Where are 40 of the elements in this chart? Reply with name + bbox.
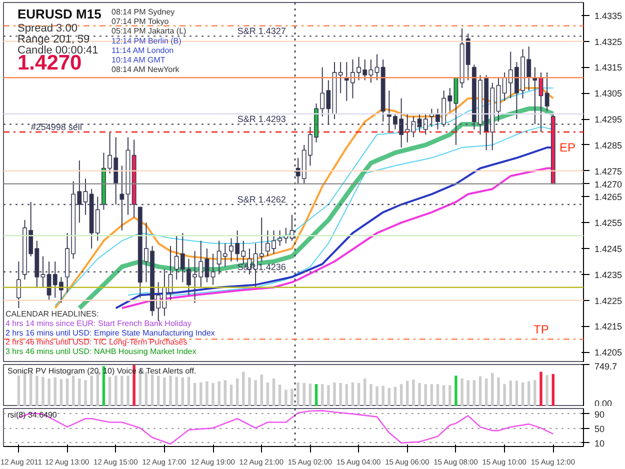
annotation: 08:14 PM Sydney (112, 8, 175, 16)
y-tick-label: 1.4295 (594, 114, 622, 125)
y-tick-label: 1.4325 (594, 36, 622, 47)
annotation: 2 hrs 16 mins until USD: Empire State Manufacturing Index (6, 328, 215, 338)
y-tick-label: 1.4215 (594, 322, 622, 332)
annotation: 07:14 PM Tokyo (112, 17, 170, 26)
y-tick-label: 1.4285 (594, 140, 622, 150)
y-tick-label: 90 (594, 409, 605, 420)
y-tick-label: 50 (594, 424, 605, 434)
annotation: 10:14 AM GMT (112, 56, 166, 64)
y-tick-label: 1.4335 (594, 10, 622, 21)
y-tick-label: 1.4245 (594, 244, 622, 254)
annotation: 2 hrs 46 mins until USD: TIC Long-Term Purchases (6, 338, 188, 347)
y-tick-label: 1.4265 (594, 192, 622, 202)
annotation: CALENDAR HEADLINES: (6, 310, 99, 318)
annotation: TP (534, 322, 549, 336)
annotation: 08:14 AM NewYork (112, 65, 180, 74)
ref-line-label: #254998 sell (30, 122, 82, 132)
y-tick-label: 749.7 (594, 362, 618, 372)
y-tick-label: 1.4235 (594, 270, 622, 280)
y-tick-label: 1.4275 (594, 166, 622, 176)
annotation: 3 hrs 46 mins until USD: NAHB Housing Market Index (6, 347, 196, 356)
annotation: 05:14 PM Jakarta (L) (112, 26, 187, 36)
y-tick-label: 1.4255 (594, 218, 622, 228)
annotation: EURUSD M15 (18, 6, 102, 22)
y-tick-label: 10 (594, 438, 605, 448)
annotation: 12:14 PM Berlin (B) (112, 36, 182, 46)
annotation: 11:14 AM London (112, 46, 174, 55)
ref-line-label: S&R 1.4327 (237, 26, 286, 36)
annotation: 4 hrs 14 mins since EUR: Start French Bank Holiday (6, 318, 192, 328)
ref-line-label: S&R 1.4262 (237, 194, 286, 205)
annotation: Range 201, 59 (18, 34, 90, 46)
annotation: Spread 3.00 (18, 22, 78, 34)
y-tick-label: 1.4305 (594, 88, 622, 99)
ref-line-label: S&R 1.4293 (237, 114, 286, 124)
y-tick-label: 1.4270 (594, 179, 622, 190)
y-tick-label: 1.4225 (594, 296, 622, 306)
text: EP (560, 140, 576, 154)
y-tick-label: 1.4205 (594, 348, 622, 358)
y-tick-label: 1.4315 (594, 62, 622, 73)
